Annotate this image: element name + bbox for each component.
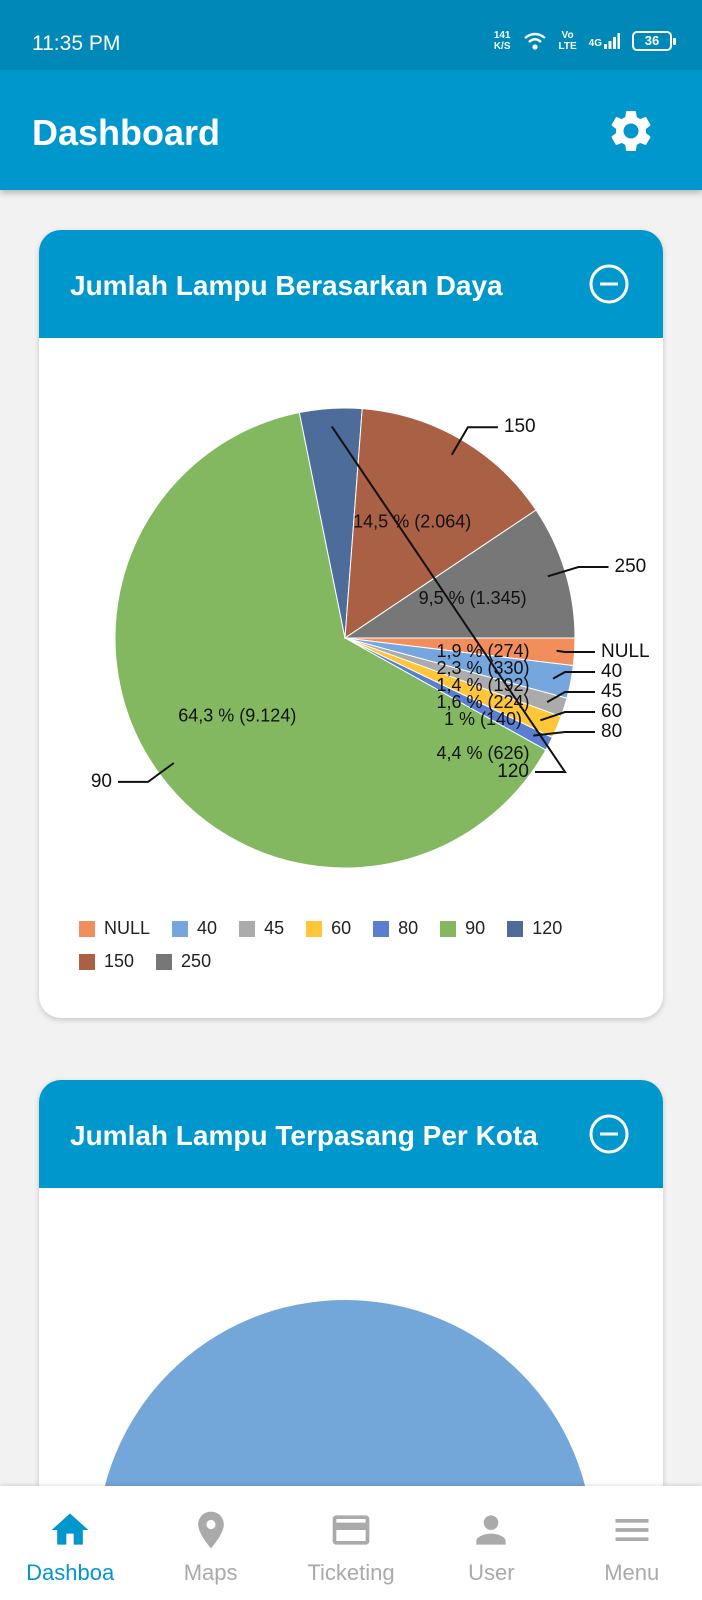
legend-item-null[interactable]: NULL [79,918,150,939]
daya-chart-card: Jumlah Lampu Berasarkan Daya 1,9 % (274)… [39,230,663,1018]
nav-label: User [468,1560,515,1585]
legend-item-45[interactable]: 45 [239,918,284,939]
legend-label: 60 [331,918,352,938]
nav-ticketing[interactable]: Ticketing [281,1486,421,1600]
card-header: Jumlah Lampu Terpasang Per Kota [39,1080,663,1188]
status-icons: 141 K/S Vo LTE 4G 36 [494,30,676,52]
pie-leader-line [450,426,498,456]
signal-indicator: 4G [589,33,620,49]
card-header: Jumlah Lampu Berasarkan Daya [39,230,663,338]
legend-label: 80 [398,918,419,938]
legend-swatch [373,920,390,937]
pie-name-label: 60 [601,701,622,722]
legend-item-250[interactable]: 250 [156,951,211,972]
collapse-icon[interactable] [588,263,630,305]
status-bar: 11:35 PM 141 K/S Vo LTE 4G 36 [0,0,702,70]
legend-label: 90 [465,918,486,938]
gear-icon[interactable] [606,106,656,156]
nav-label: Dashboa [26,1560,115,1585]
legend-swatch [306,920,323,937]
nav-label: Ticketing [307,1560,395,1585]
pie-value-label: 1,6 % (224) [436,692,529,712]
user-icon [476,1515,507,1545]
nav-label: Menu [604,1560,660,1585]
chart-legend: NULL 40 45 60 80 90 120 150 250 [79,918,639,972]
volte-indicator: Vo LTE [559,30,577,52]
page-title: Dashboard [32,112,221,153]
pie-name-label: 150 [504,416,536,437]
pie-value-label: 9,5 % (1.345) [419,588,527,608]
legend-swatch [79,920,95,937]
pie-name-label: 120 [497,761,529,782]
pie-name-label: 90 [91,771,112,792]
map-pin-icon [197,1511,224,1549]
net-speed: 141 K/S [494,30,511,52]
home-icon [51,1513,89,1545]
battery-indicator: 36 [632,31,676,51]
card-icon [332,1515,370,1545]
legend-item-150[interactable]: 150 [79,951,134,972]
legend-item-90[interactable]: 90 [440,918,485,939]
pie-value-label: 1,4 % (192) [436,675,529,695]
net-speed-unit: K/S [493,41,511,52]
pie-leader-line [547,566,609,578]
signal-icon [604,33,620,49]
card-title: Jumlah Lampu Terpasang Per Kota [70,1120,538,1151]
pie-value-label: 4,4 % (626) [436,743,529,763]
status-time: 11:35 PM [32,32,121,55]
nav-menu[interactable]: Menu [562,1486,702,1600]
pie-slice-kota[interactable] [97,1300,593,1500]
legend-swatch [156,953,173,970]
legend-label: 45 [264,918,285,938]
legend-item-120[interactable]: 120 [507,918,562,939]
pie-name-label: 45 [601,681,622,702]
legend-label: NULL [104,918,151,938]
pie-name-label: 40 [601,661,622,682]
pie-value-label: 14,5 % (2.064) [353,512,471,532]
legend-label: 120 [532,918,563,938]
kota-pie-chart [97,1300,593,1500]
app-bar: Dashboard [0,70,702,190]
pie-leader-line [546,691,595,703]
pie-value-label: 64,3 % (9.124) [178,705,296,725]
pie-leader-line [533,731,595,737]
legend-label: 250 [181,951,212,971]
pie-leader-line [556,649,595,653]
nav-user[interactable]: User [421,1486,561,1600]
legend-item-80[interactable]: 80 [373,918,418,939]
pie-name-label: NULL [601,641,650,662]
legend-swatch [79,953,95,970]
legend-swatch [239,920,256,937]
kota-chart-card: Jumlah Lampu Terpasang Per Kota [39,1080,663,1500]
legend-item-60[interactable]: 60 [306,918,351,939]
pie-value-label: 2,3 % (330) [436,658,529,678]
pie-leader-line [552,671,595,680]
pie-name-label: 80 [601,721,622,742]
legend-swatch [440,920,457,937]
nav-dashboard[interactable]: Dashboa [0,1486,140,1600]
net-speed-value: 141 [493,30,511,41]
nav-maps[interactable]: Maps [140,1486,280,1600]
wifi-icon [523,32,546,50]
legend-item-40[interactable]: 40 [172,918,217,939]
legend-swatch [507,920,524,937]
legend-label: 150 [104,951,135,971]
nav-label: Maps [183,1560,238,1585]
card-title: Jumlah Lampu Berasarkan Daya [70,270,503,301]
menu-icon [615,1519,649,1541]
legend-swatch [172,920,189,937]
bottom-nav: Dashboa Maps Ticketing User Menu [0,1486,702,1600]
volte-bottom: LTE [558,41,577,52]
pie-leader-line [540,711,595,722]
network-type: 4G [588,38,602,49]
pie-leader-line [330,425,567,773]
legend-label: 40 [197,918,218,938]
pie-name-label: 250 [615,556,647,577]
collapse-icon[interactable] [588,1113,630,1155]
volte-top: Vo [561,30,574,41]
pie-leader-line [118,762,175,783]
pie-value-label: 1 % (140) [444,709,522,729]
